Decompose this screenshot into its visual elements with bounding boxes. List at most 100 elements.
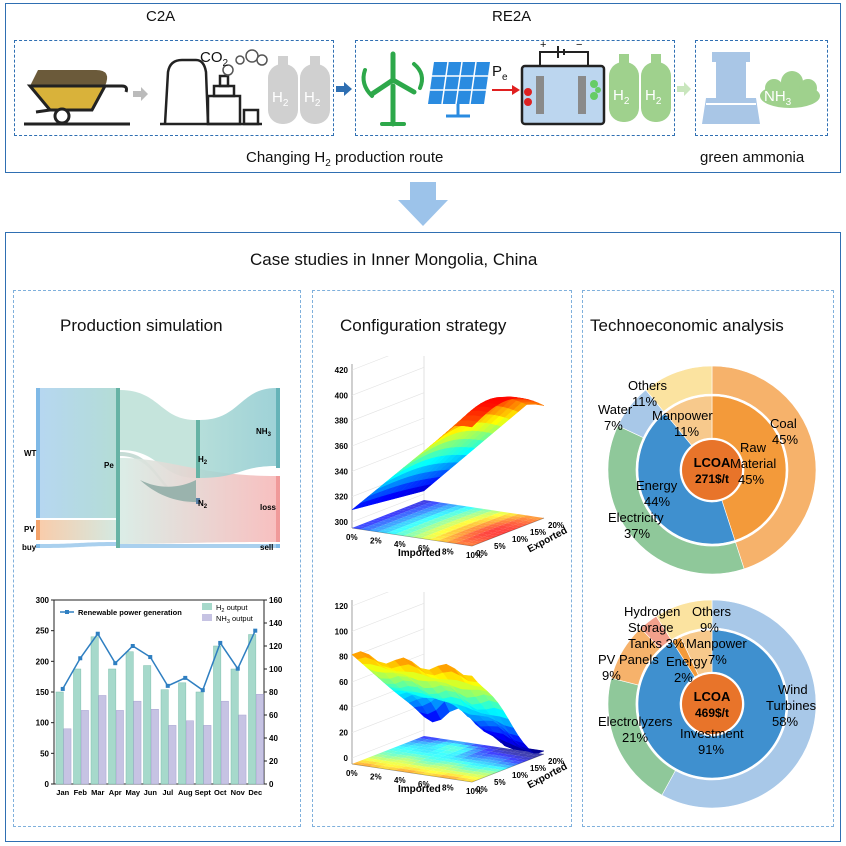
floor-cell [468,749,483,753]
month-label: Jan [56,788,69,797]
z-grid [351,356,389,371]
floor-cell [420,772,435,776]
floor-cell [430,504,445,508]
floor-cell [501,759,515,763]
floor-cell [367,520,382,524]
floor-cell [422,503,436,507]
floor-cell [451,746,466,750]
sankey-label-n2: N2 [198,499,208,510]
floor-cell [400,516,414,520]
floor-cell [374,762,388,766]
floor-cell [369,528,383,532]
floor-cell [525,518,539,522]
floor-cell [446,540,460,544]
floor-cell [377,765,392,770]
floor-cell [420,758,435,762]
z-tick-label: 120 [335,602,349,611]
floor-cell [482,512,496,516]
floor-cell [530,752,544,756]
floor-cell [465,773,479,777]
floor-cell [487,746,502,750]
pie2-value-manpower: 7% [708,652,727,667]
floor-cell [460,511,474,515]
ammonia-box [695,40,828,136]
floor-cell [465,759,479,763]
floor-cell [372,518,387,522]
sankey-label-nh3: NH3 [256,427,272,438]
floor-cell [453,755,467,759]
floor-cell [436,516,450,520]
floor-cell [405,514,419,518]
floor-cell [490,527,505,531]
floor-cell [496,511,510,515]
floor-cell [400,530,414,534]
floor-cell [448,770,462,775]
floor-cell [461,520,476,524]
renewable-point [165,683,170,688]
surface-cell [462,674,478,683]
floor-cell [396,763,411,767]
month-label: Jun [144,788,158,797]
h2-green-label-2: H2 [645,87,662,107]
floor-cell [403,755,418,760]
floor-cell [490,749,505,753]
pie2-value-wind: 58% [772,714,798,729]
floor-cell [437,511,452,515]
renewable-point [60,686,65,691]
floor-cell [496,525,510,529]
y-tick-label: 20% [548,757,564,766]
floor-cell [477,528,491,532]
floor-cell [376,757,390,761]
floor-cell [487,760,502,764]
floor-cell [485,751,500,755]
floor-cell [446,762,460,766]
pie2-label-tanks: Tanks 3% [628,636,685,651]
floor-cell [417,533,431,537]
y-tick-label: 10% [512,535,528,544]
floor-cell [403,742,418,746]
floor-cell [472,752,486,756]
floor-cell [499,764,514,768]
month-label: Sept [195,788,212,797]
pie-center-label: LCOA [694,455,731,470]
nh3-bar [255,694,264,785]
legend-h2-swatch [202,603,212,610]
floor-cell [430,740,445,744]
floor-cell [422,739,436,743]
nh3-bar [203,725,212,785]
floor-cell [394,532,409,536]
floor-cell [377,529,392,534]
floor-cell [427,737,442,741]
x-tick-label: 10% [466,551,482,560]
floor-cell [403,533,418,537]
x-tick-label: 10% [466,787,482,796]
floor-cell [494,752,508,757]
floor-cell [442,759,457,763]
floor-cell [389,520,404,524]
legend-line-marker [65,610,69,614]
floor-cell [487,524,502,528]
x-tick-label: 2% [370,537,382,546]
floor-cell [391,751,406,755]
floor-cell [453,768,467,773]
floor-cell [374,526,388,530]
sankey-label-h2: H2 [198,455,208,466]
floor-cell [439,505,454,510]
floor-cell [357,524,371,528]
pie-center [682,674,742,734]
floor-cell [382,514,397,518]
floor-cell [501,523,515,527]
floor-cell [449,529,464,533]
left-tick-label: 0 [45,780,50,789]
y-tick-label: 5% [494,542,506,551]
floor-cell [482,526,496,530]
renewable-point [148,655,153,660]
floor-cell [410,526,424,530]
floor-cell [461,534,476,538]
inner-slice [637,412,736,545]
h2-label-2: H2 [304,89,321,109]
floor-cell [465,537,479,541]
pie1-label-water: Water [598,402,633,417]
month-label: Aug [178,788,193,797]
floor-cell [362,522,376,526]
